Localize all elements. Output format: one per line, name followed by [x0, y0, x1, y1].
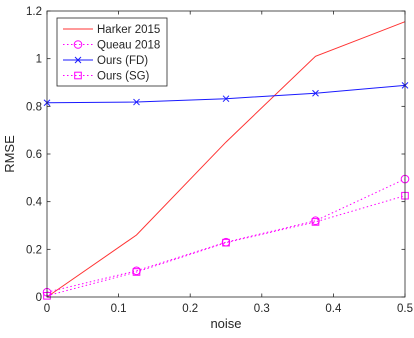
data-point-x — [222, 95, 230, 103]
legend: Harker 2015 Queau 2018 Ours (FD) Ours (SG) — [56, 17, 168, 87]
x-tick-label: 0.4 — [325, 303, 342, 315]
x-tick-label: 0.5 — [397, 303, 413, 315]
legend-label: Ours (FD) — [97, 55, 148, 67]
legend-entry: Harker 2015 — [63, 24, 160, 36]
y-tick-label: 0.6 — [26, 149, 42, 161]
y-tick-label: 1.2 — [26, 6, 42, 18]
y-tick-label: 1 — [36, 54, 42, 66]
data-point-square — [311, 218, 320, 226]
legend-entry: Ours (SG) — [63, 71, 150, 83]
legend-label: Ours (SG) — [97, 71, 150, 83]
legend-label: Queau 2018 — [97, 40, 160, 52]
x-axis-label: noise — [210, 316, 241, 331]
x-tick-label: 0 — [44, 303, 50, 315]
data-point-square — [222, 238, 230, 247]
x-tick-label: 0.2 — [182, 303, 198, 315]
legend-entry: Ours (FD) — [63, 55, 148, 67]
data-point-x — [133, 98, 140, 106]
legend-label: Harker 2015 — [97, 24, 160, 36]
data-point-x-stroke — [222, 95, 230, 103]
axis-layer: 0 0.1 0.2 0.3 0.4 0.5 0 0.2 0.4 0.6 0.8 1 1.2 — [26, 6, 413, 315]
data-point-x — [74, 56, 82, 64]
data-point-x-stroke — [74, 56, 82, 64]
data-point-square — [74, 71, 82, 80]
y-tick-label: 0.2 — [26, 244, 42, 256]
legend-entry: Queau 2018 — [63, 40, 160, 52]
x-tick-label: 0.1 — [111, 303, 127, 315]
data-point-x — [312, 89, 319, 97]
data-point-circle — [73, 40, 83, 49]
data-point-square — [132, 268, 141, 276]
data-point-x-stroke — [133, 98, 140, 106]
data-point-x-stroke — [312, 89, 319, 97]
y-tick-label: 0.8 — [26, 101, 42, 113]
y-axis-label: RMSE — [2, 135, 17, 173]
series-harker-2015 — [46, 21, 406, 298]
series-line — [46, 178, 406, 293]
y-tick-label: 0 — [36, 292, 42, 304]
x-tick-label: 0.3 — [254, 303, 270, 315]
series-line — [46, 21, 406, 298]
y-tick-label: 0.4 — [26, 197, 43, 209]
